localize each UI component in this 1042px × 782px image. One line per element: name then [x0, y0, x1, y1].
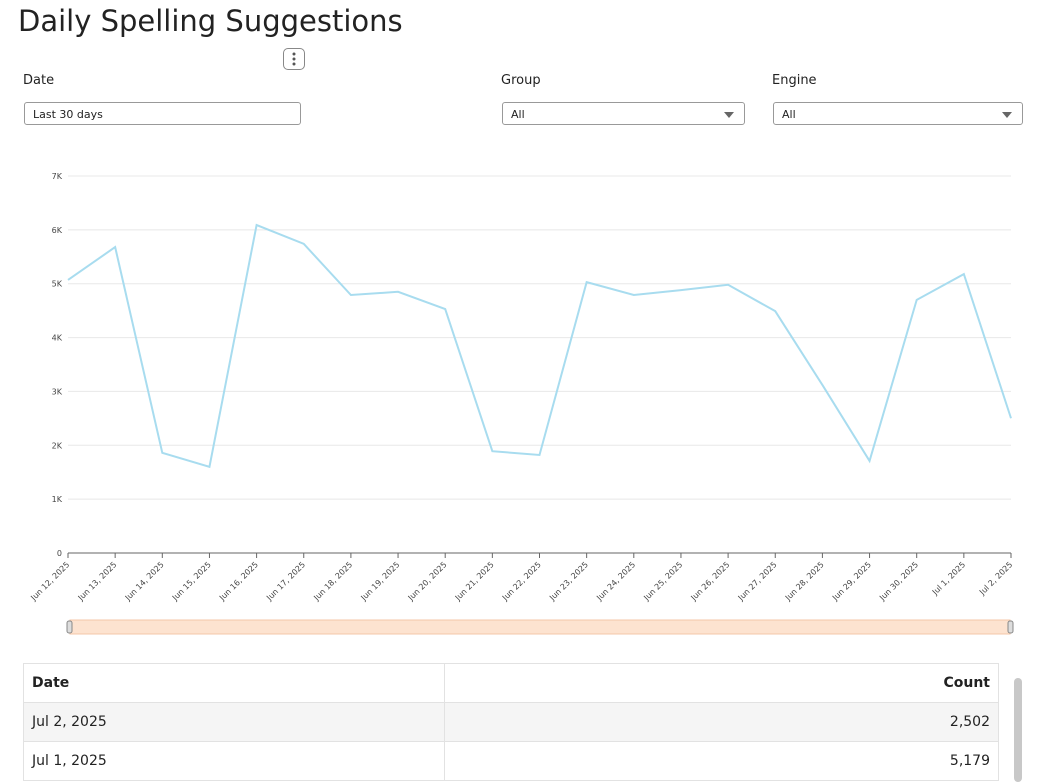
column-header[interactable]: Date	[23, 663, 445, 703]
data-table: Date Count Jul 2, 2025 2,502 Jul 1, 2025 5,…	[23, 663, 999, 781]
x-tick-label: Jun 17, 2025	[264, 560, 307, 603]
y-tick-label: 1K	[52, 495, 63, 504]
cell: 5,179	[444, 741, 999, 781]
x-tick-label: Jun 13, 2025	[76, 560, 119, 603]
x-tick-label: Jun 22, 2025	[500, 560, 543, 603]
x-tick-label: Jul 1, 2025	[930, 560, 967, 597]
x-tick-label: Jun 23, 2025	[547, 560, 590, 603]
y-tick-label: 3K	[52, 387, 63, 396]
slider-handle[interactable]	[66, 620, 73, 634]
page-title: Daily Spelling Suggestions	[18, 4, 403, 38]
x-tick-label: Jun 12, 2025	[29, 560, 72, 603]
y-tick-label: 7K	[52, 172, 63, 181]
slider-handle[interactable]	[1007, 620, 1014, 634]
menu-button[interactable]	[283, 48, 305, 70]
y-tick-label: 4K	[52, 334, 63, 343]
x-tick-label: Jun 27, 2025	[736, 560, 779, 603]
x-tick-label: Jun 29, 2025	[830, 560, 873, 603]
x-tick-label: Jun 28, 2025	[783, 560, 826, 603]
x-tick-label: Jun 19, 2025	[359, 560, 402, 603]
y-tick-label: 6K	[52, 226, 63, 235]
column-header[interactable]: Count	[444, 663, 999, 703]
x-tick-label: Jun 20, 2025	[406, 560, 449, 603]
scrollbar[interactable]	[1014, 678, 1022, 782]
menu-icon	[292, 52, 296, 66]
x-tick-label: Jun 30, 2025	[877, 560, 920, 603]
select-value: All	[782, 108, 796, 121]
date-input[interactable]: Last 30 days	[24, 102, 301, 125]
cell: Jul 2, 2025	[23, 702, 445, 742]
data-line	[67, 223, 1012, 469]
select-value: All	[511, 108, 525, 121]
x-tick-label: Jun 14, 2025	[123, 560, 166, 603]
range-slider[interactable]	[69, 619, 1011, 635]
x-tick-label: Jun 15, 2025	[170, 560, 213, 603]
group-select[interactable]: All	[502, 102, 745, 125]
y-tick-label: 5K	[52, 280, 63, 289]
filter-label: Date	[23, 73, 55, 88]
x-tick-label: Jun 16, 2025	[217, 560, 260, 603]
y-tick-label: 0	[57, 549, 62, 558]
x-tick-label: Jul 2, 2025	[977, 560, 1014, 597]
x-tick-label: Jun 25, 2025	[641, 560, 684, 603]
x-tick-label: Jun 26, 2025	[689, 560, 732, 603]
cell: Jul 1, 2025	[23, 741, 445, 781]
y-tick-label: 2K	[52, 441, 63, 450]
cell: 2,502	[444, 702, 999, 742]
engine-select[interactable]: All	[773, 102, 1023, 125]
x-tick-label: Jun 18, 2025	[311, 560, 354, 603]
filter-label: Group	[501, 73, 541, 88]
x-tick-label: Jun 24, 2025	[594, 560, 637, 603]
x-tick-label: Jun 21, 2025	[453, 560, 496, 603]
filter-label: Engine	[772, 73, 817, 88]
